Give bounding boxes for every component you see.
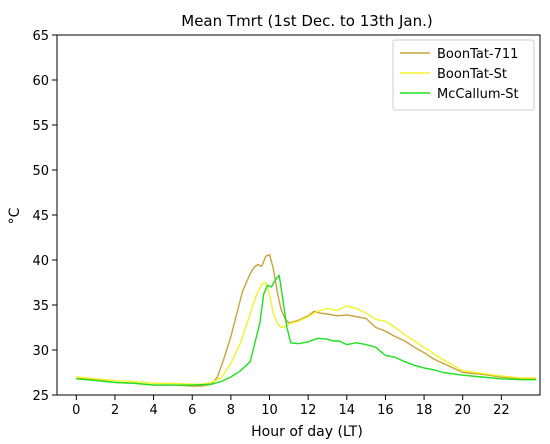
y-axis: 25 30 35 40 45 50 55 60 65 bbox=[32, 29, 57, 404]
x-tick-label: 6 bbox=[188, 403, 196, 418]
y-tick-label: 60 bbox=[32, 74, 49, 89]
series-line-1 bbox=[76, 253, 537, 387]
legend-label-2: BoonTat-St bbox=[437, 67, 507, 82]
legend: BoonTat-711 BoonTat-St McCallum-St bbox=[392, 39, 535, 111]
y-tick-label: 45 bbox=[32, 209, 49, 224]
x-tick-label: 12 bbox=[300, 403, 317, 418]
x-tick-label: 22 bbox=[493, 403, 510, 418]
x-tick-label: 16 bbox=[377, 403, 394, 418]
x-tick-label: 20 bbox=[454, 403, 471, 418]
x-tick-label: 14 bbox=[339, 403, 356, 418]
x-tick-label: 10 bbox=[261, 403, 278, 418]
x-tick-label: 18 bbox=[416, 403, 433, 418]
y-tick-label: 50 bbox=[32, 164, 49, 179]
x-tick-label: 8 bbox=[227, 403, 235, 418]
y-tick-label: 30 bbox=[32, 344, 49, 359]
y-tick-label: 55 bbox=[32, 119, 49, 134]
chart-title: Mean Tmrt (1st Dec. to 13th Jan.) bbox=[181, 12, 432, 30]
y-tick-label: 35 bbox=[32, 299, 49, 314]
series-line-2 bbox=[76, 281, 537, 385]
series-line-3 bbox=[76, 274, 537, 386]
y-axis-label: °C bbox=[7, 207, 23, 224]
x-tick-label: 0 bbox=[72, 403, 80, 418]
legend-label-1: BoonTat-711 bbox=[437, 47, 518, 62]
x-tick-label: 2 bbox=[111, 403, 119, 418]
legend-label-3: McCallum-St bbox=[437, 87, 519, 102]
plot-area bbox=[56, 34, 541, 396]
x-tick-label: 4 bbox=[149, 403, 157, 418]
x-axis: 0 2 4 6 8 10 12 14 16 18 20 22 bbox=[72, 395, 510, 418]
y-tick-label: 40 bbox=[32, 254, 49, 269]
x-axis-label: Hour of day (LT) bbox=[251, 424, 363, 440]
series-layer bbox=[76, 253, 537, 387]
y-tick-label: 65 bbox=[32, 29, 49, 44]
y-tick-label: 25 bbox=[32, 389, 49, 404]
